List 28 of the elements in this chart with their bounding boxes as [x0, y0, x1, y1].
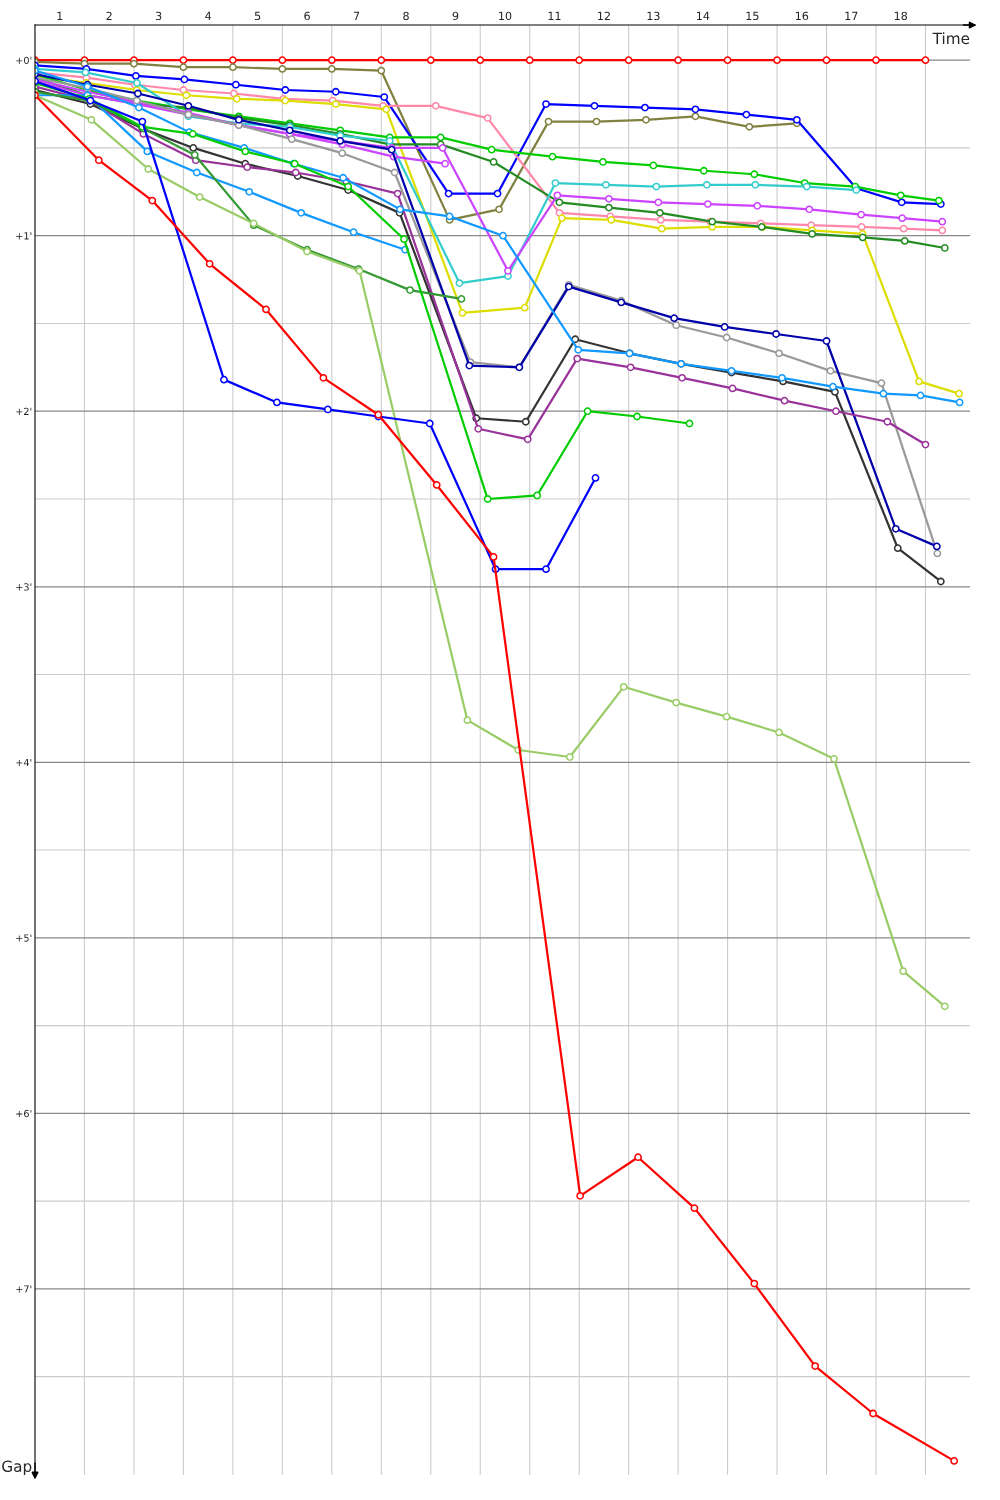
- x-tick-label: 4: [205, 11, 212, 20]
- x-tick-label: 7: [353, 11, 360, 20]
- x-tick-label: 14: [697, 11, 710, 20]
- x-tick-label: 8: [403, 11, 409, 21]
- x-tick-label: 9: [452, 11, 459, 21]
- x-tick-label: 17: [845, 11, 858, 20]
- x-tick-label: 16: [795, 11, 809, 21]
- x-tick-label: 6: [304, 11, 310, 21]
- y-tick-label: +1': [16, 232, 32, 240]
- y-tick-label: +4': [16, 758, 32, 766]
- y-tick-label: +0': [16, 56, 32, 64]
- y-tick-label: +3': [16, 583, 32, 591]
- x-tick-label: 10: [499, 11, 512, 21]
- x-tick-label: 11: [548, 11, 561, 20]
- y-tick-label: +2': [16, 407, 32, 415]
- y-tick-label: +6': [16, 1109, 32, 1118]
- x-tick-label: 18: [894, 11, 908, 21]
- x-tick-label: 5: [254, 11, 261, 21]
- x-tick-label: 3: [155, 11, 162, 21]
- x-tick-label: 1: [57, 11, 63, 20]
- y-tick-label: +5': [16, 934, 32, 942]
- x-tick-label: 2: [106, 11, 112, 20]
- y-tick-label: +7': [16, 1285, 32, 1293]
- x-tick-label: 12: [598, 11, 610, 20]
- y-axis-title: Gap: [2, 1460, 32, 1475]
- x-tick-label: 13: [647, 11, 660, 21]
- x-axis-title: Time: [932, 32, 970, 45]
- x-tick-label: 15: [746, 11, 759, 21]
